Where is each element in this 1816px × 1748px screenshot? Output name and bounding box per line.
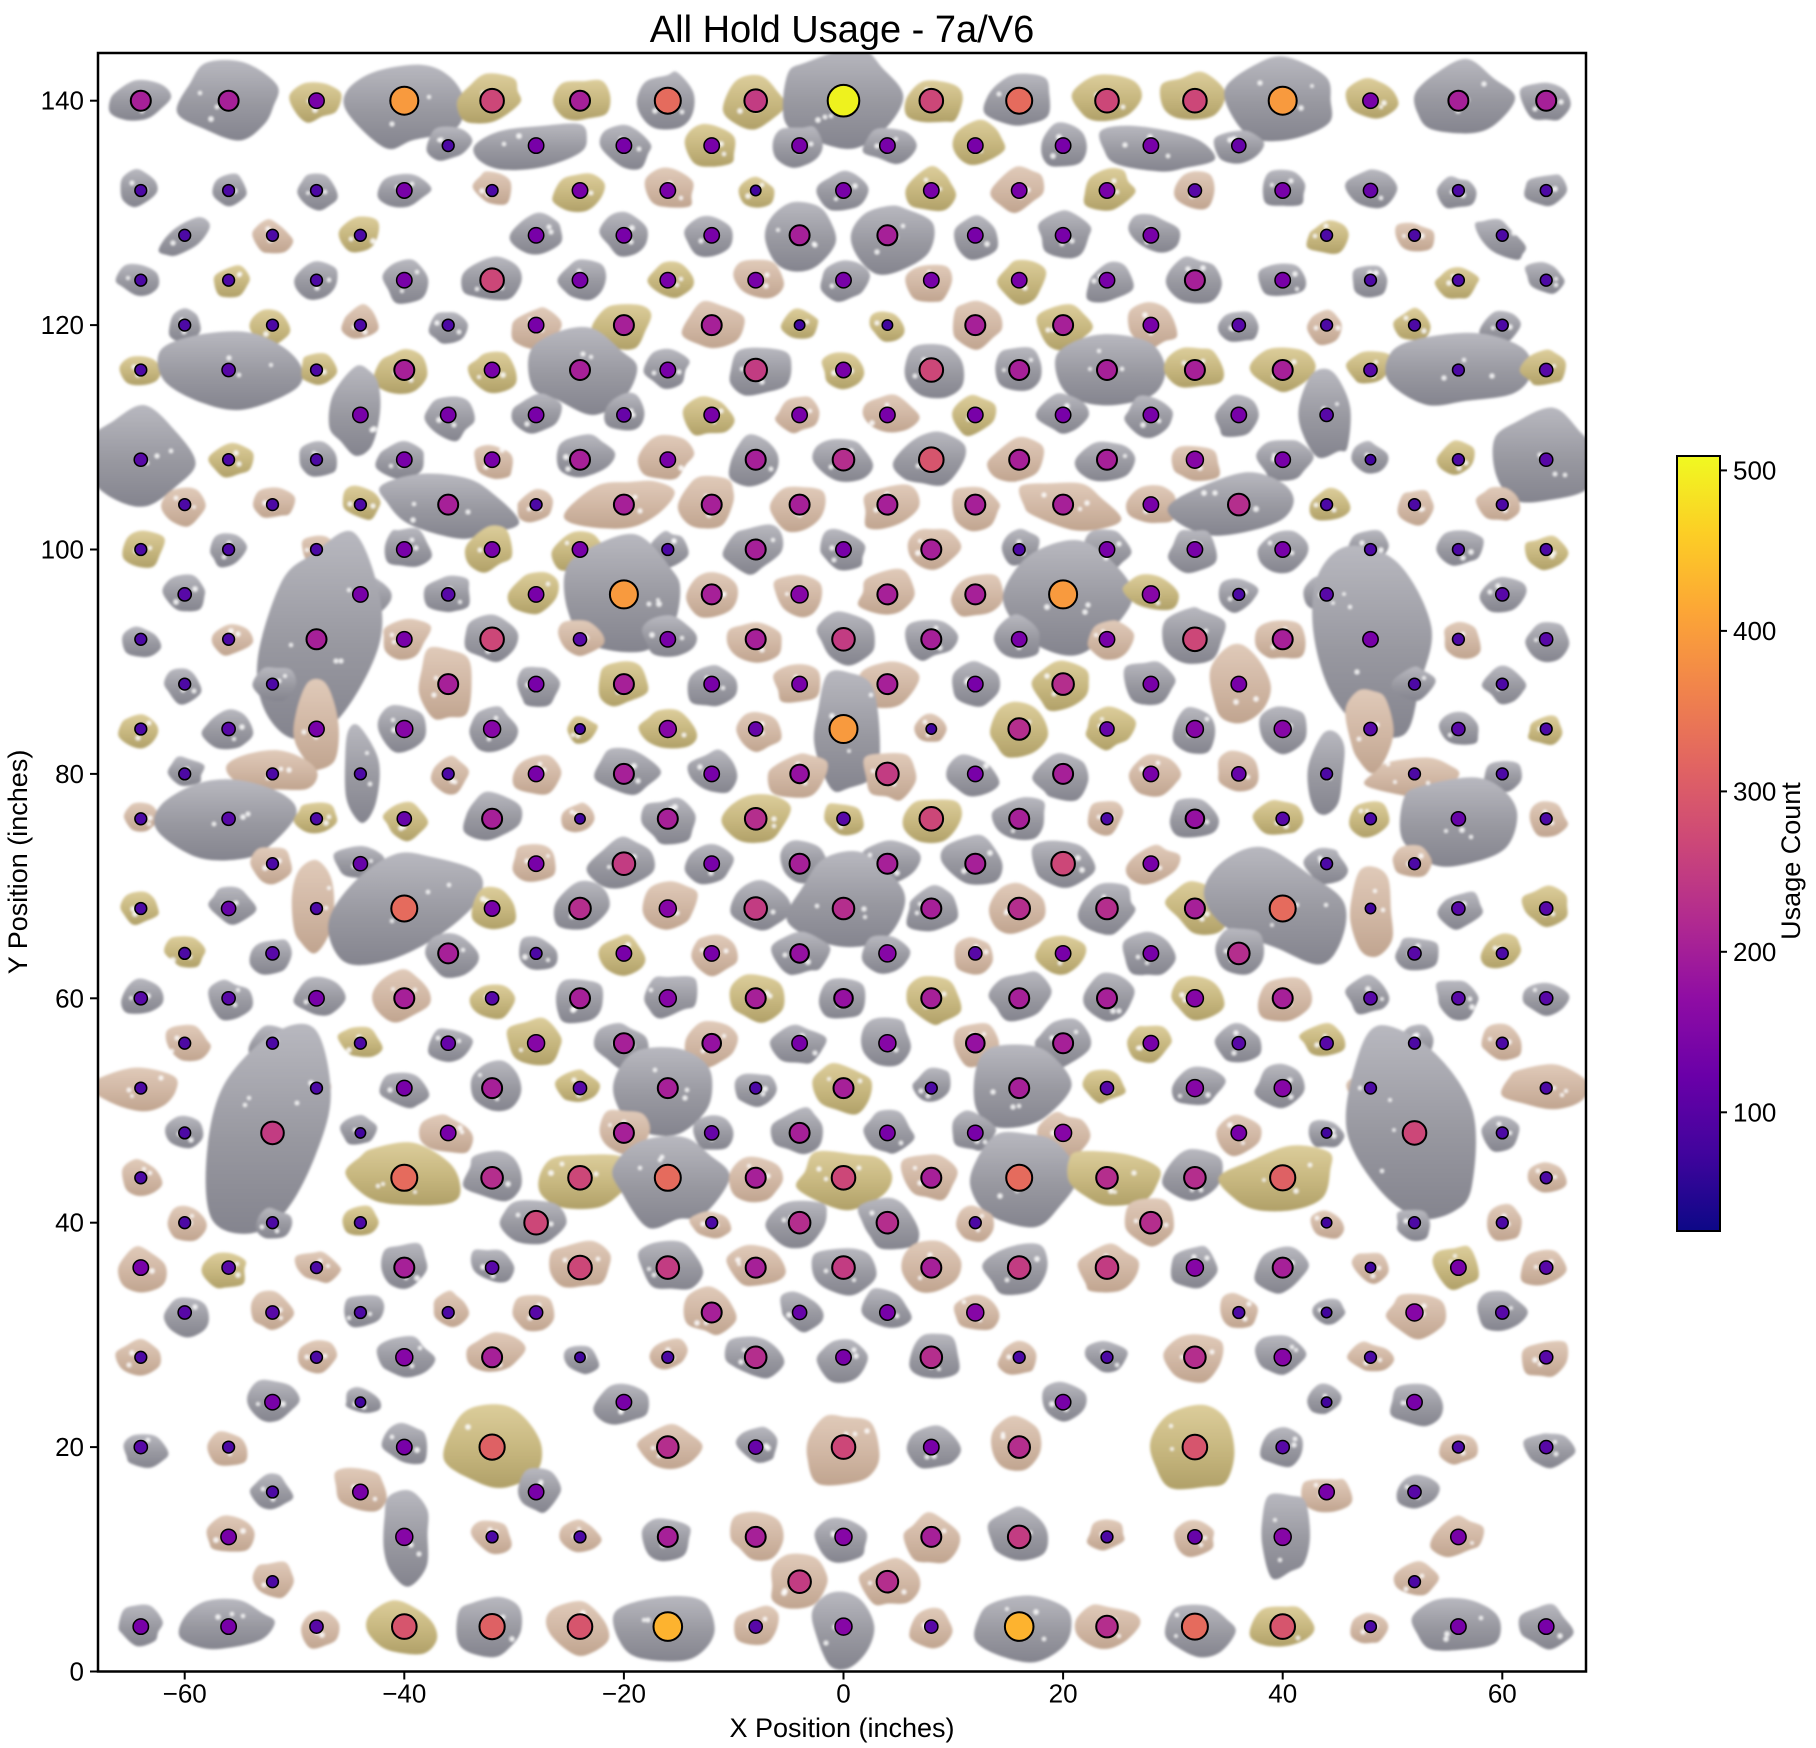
svg-text:60: 60	[1488, 1679, 1517, 1709]
svg-text:400: 400	[1733, 616, 1776, 646]
svg-text:40: 40	[55, 1208, 84, 1238]
svg-text:Usage Count: Usage Count	[1776, 782, 1806, 940]
svg-text:140: 140	[41, 86, 84, 116]
svg-text:−40: −40	[382, 1679, 426, 1709]
svg-text:−60: −60	[163, 1679, 207, 1709]
svg-text:120: 120	[41, 310, 84, 340]
svg-text:20: 20	[55, 1432, 84, 1462]
svg-text:200: 200	[1733, 937, 1776, 967]
svg-text:60: 60	[55, 983, 84, 1013]
svg-text:−20: −20	[602, 1679, 646, 1709]
svg-text:100: 100	[1733, 1097, 1776, 1127]
svg-text:0: 0	[836, 1679, 850, 1709]
svg-text:X Position (inches): X Position (inches)	[729, 1713, 954, 1743]
svg-text:100: 100	[41, 535, 84, 565]
svg-text:All Hold Usage - 7a/V6: All Hold Usage - 7a/V6	[650, 9, 1034, 51]
svg-text:Y Position (inches): Y Position (inches)	[3, 750, 33, 975]
svg-text:20: 20	[1049, 1679, 1078, 1709]
svg-text:0: 0	[70, 1657, 84, 1687]
svg-text:300: 300	[1733, 776, 1776, 806]
svg-text:500: 500	[1733, 455, 1776, 485]
svg-text:80: 80	[55, 759, 84, 789]
svg-text:40: 40	[1268, 1679, 1297, 1709]
